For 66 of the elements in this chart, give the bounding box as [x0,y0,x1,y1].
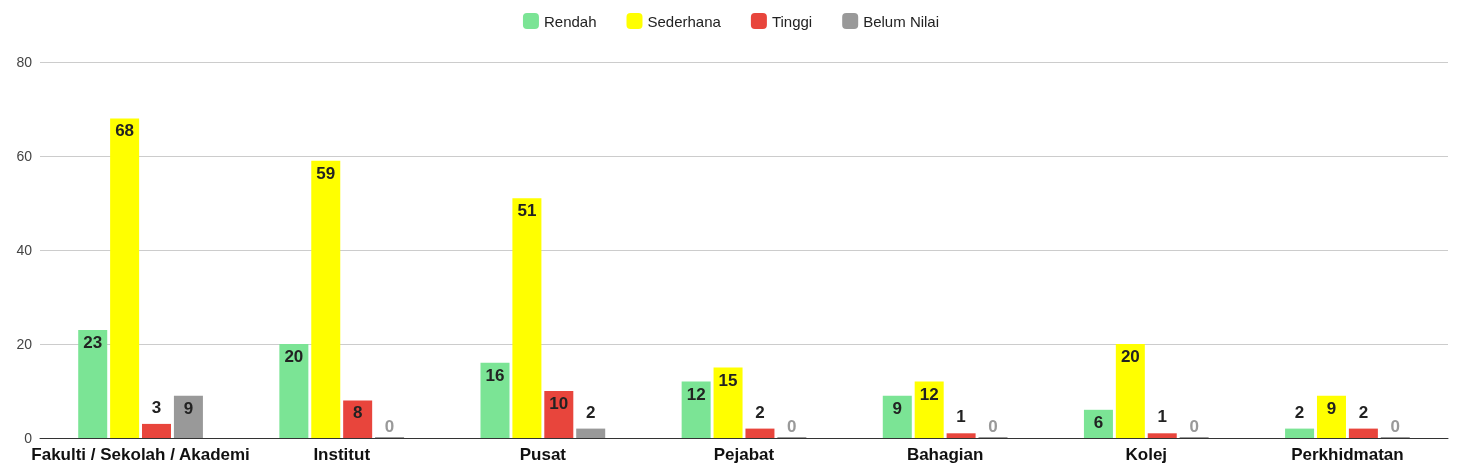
data-label: 2 [585,402,596,422]
bar [914,381,944,438]
legend-label: Tinggi [771,12,813,30]
bar [480,362,510,438]
data-label: 15 [718,370,738,390]
bar [681,381,711,438]
data-label: 8 [352,403,363,423]
data-label: 0 [787,417,797,436]
data-label: 9 [892,398,903,418]
data-label: 6 [1093,412,1104,432]
x-tick-label: Kolej [1125,445,1168,464]
bar [946,433,976,438]
data-label: 68 [115,121,135,141]
bar [512,198,542,438]
y-tick-label: 80 [16,54,33,70]
data-label: 51 [517,201,537,221]
data-label: 59 [316,163,336,183]
y-tick-label: 0 [24,430,33,446]
data-label: 2 [1358,402,1369,422]
bar [1316,395,1346,438]
bar [173,395,203,438]
data-label: 23 [83,332,103,352]
bar [311,160,341,438]
data-label: 20 [284,347,304,366]
data-label: 16 [485,365,505,385]
x-tick-label: Institut [313,445,371,464]
legend-label: Belum Nilai [863,12,940,30]
data-label: 12 [686,384,706,404]
bar [1147,433,1177,438]
legend-label: Rendah [543,12,597,30]
data-label: 1 [956,407,966,427]
y-tick-label: 40 [16,242,33,258]
data-label: 2 [1294,402,1305,422]
x-tick-label: Fakulti / Sekolah / Akademi [31,445,250,464]
data-label: 0 [384,417,395,436]
legend-label: Sederhana [647,12,722,30]
data-label: 12 [919,384,939,404]
y-tick-label: 60 [16,148,33,164]
bar [713,367,743,438]
bar [882,395,912,438]
data-label: 0 [1189,417,1199,436]
bar [745,428,775,438]
data-label: 2 [755,402,765,422]
data-label: 0 [1390,417,1401,436]
data-label: 0 [988,417,998,436]
data-label: 1 [1157,407,1167,427]
x-tick-label: Pejabat [713,445,775,464]
bar [78,329,108,438]
x-tick-label: Perkhidmatan [1291,445,1404,464]
data-label: 9 [1326,398,1337,418]
bar [1285,428,1315,438]
bar [142,423,172,438]
bar [343,400,373,438]
bar [576,428,606,438]
bar [110,118,140,438]
data-label: 9 [183,398,194,418]
data-label: 10 [549,394,569,413]
data-label: 3 [151,397,162,417]
x-tick-label: Pusat [519,445,567,464]
x-tick-label: Bahagian [906,445,984,464]
data-label: 20 [1120,347,1140,366]
bar [279,344,309,438]
bar [1115,344,1145,438]
y-tick-label: 20 [16,336,33,352]
bar [544,391,574,438]
bar [1348,428,1378,438]
